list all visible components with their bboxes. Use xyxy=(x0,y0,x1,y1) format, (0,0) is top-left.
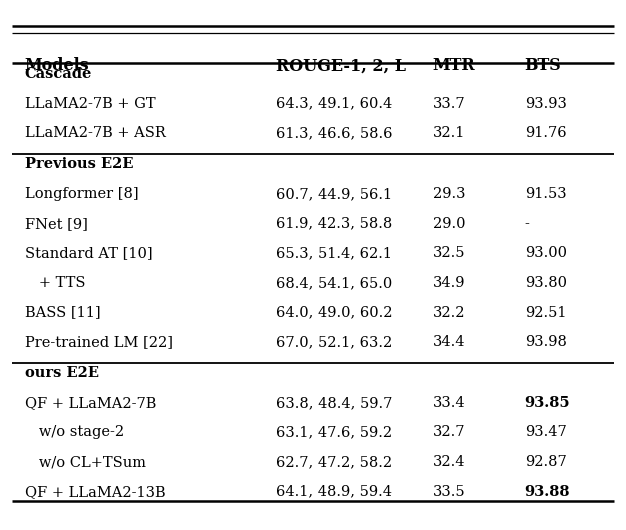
Text: Cascade: Cascade xyxy=(24,67,92,81)
Text: w/o CL+TSum: w/o CL+TSum xyxy=(24,455,146,469)
Text: 32.1: 32.1 xyxy=(433,126,465,140)
Text: 65.3, 51.4, 62.1: 65.3, 51.4, 62.1 xyxy=(276,246,393,260)
Text: FNet [9]: FNet [9] xyxy=(24,217,88,231)
Text: 62.7, 47.2, 58.2: 62.7, 47.2, 58.2 xyxy=(276,455,393,469)
Text: 63.1, 47.6, 59.2: 63.1, 47.6, 59.2 xyxy=(276,426,393,439)
Text: LLaMA2-7B + GT: LLaMA2-7B + GT xyxy=(24,96,155,111)
Text: MTR: MTR xyxy=(433,57,475,74)
Text: 64.3, 49.1, 60.4: 64.3, 49.1, 60.4 xyxy=(276,96,393,111)
Text: 60.7, 44.9, 56.1: 60.7, 44.9, 56.1 xyxy=(276,187,393,201)
Text: 33.7: 33.7 xyxy=(433,96,465,111)
Text: BASS [11]: BASS [11] xyxy=(24,305,100,320)
Text: 34.9: 34.9 xyxy=(433,276,465,290)
Text: 63.8, 48.4, 59.7: 63.8, 48.4, 59.7 xyxy=(276,396,393,410)
Text: + TTS: + TTS xyxy=(24,276,85,290)
Text: 91.53: 91.53 xyxy=(525,187,567,201)
Text: QF + LLaMA2-7B: QF + LLaMA2-7B xyxy=(24,396,156,410)
Text: 64.0, 49.0, 60.2: 64.0, 49.0, 60.2 xyxy=(276,305,393,320)
Text: 93.85: 93.85 xyxy=(525,396,570,410)
Text: 33.5: 33.5 xyxy=(433,485,465,499)
Text: 34.4: 34.4 xyxy=(433,335,465,349)
Text: 32.5: 32.5 xyxy=(433,246,465,260)
Text: 93.80: 93.80 xyxy=(525,276,567,290)
Text: 29.0: 29.0 xyxy=(433,217,465,231)
Text: 93.93: 93.93 xyxy=(525,96,567,111)
Text: QF + LLaMA2-13B: QF + LLaMA2-13B xyxy=(24,485,165,499)
Text: -: - xyxy=(525,217,530,231)
Text: 92.87: 92.87 xyxy=(525,455,567,469)
Text: Standard AT [10]: Standard AT [10] xyxy=(24,246,152,260)
Text: 91.76: 91.76 xyxy=(525,126,567,140)
Text: ROUGE-1, 2, L: ROUGE-1, 2, L xyxy=(276,57,406,74)
Text: 68.4, 54.1, 65.0: 68.4, 54.1, 65.0 xyxy=(276,276,393,290)
Text: w/o stage-2: w/o stage-2 xyxy=(24,426,124,439)
Text: 93.00: 93.00 xyxy=(525,246,567,260)
Text: 61.9, 42.3, 58.8: 61.9, 42.3, 58.8 xyxy=(276,217,393,231)
Text: Longformer [8]: Longformer [8] xyxy=(24,187,138,201)
Text: Pre-trained LM [22]: Pre-trained LM [22] xyxy=(24,335,173,349)
Text: 32.7: 32.7 xyxy=(433,426,465,439)
Text: ours E2E: ours E2E xyxy=(24,366,99,381)
Text: 92.51: 92.51 xyxy=(525,305,566,320)
Text: Models: Models xyxy=(24,57,90,74)
Text: 93.47: 93.47 xyxy=(525,426,567,439)
Text: Previous E2E: Previous E2E xyxy=(24,157,133,172)
Text: BTS: BTS xyxy=(525,57,562,74)
Text: 93.98: 93.98 xyxy=(525,335,567,349)
Text: 64.1, 48.9, 59.4: 64.1, 48.9, 59.4 xyxy=(276,485,393,499)
Text: 32.4: 32.4 xyxy=(433,455,465,469)
Text: 67.0, 52.1, 63.2: 67.0, 52.1, 63.2 xyxy=(276,335,393,349)
Text: 32.2: 32.2 xyxy=(433,305,465,320)
Text: 33.4: 33.4 xyxy=(433,396,465,410)
Text: 29.3: 29.3 xyxy=(433,187,465,201)
Text: 61.3, 46.6, 58.6: 61.3, 46.6, 58.6 xyxy=(276,126,393,140)
Text: LLaMA2-7B + ASR: LLaMA2-7B + ASR xyxy=(24,126,165,140)
Text: 93.88: 93.88 xyxy=(525,485,570,499)
